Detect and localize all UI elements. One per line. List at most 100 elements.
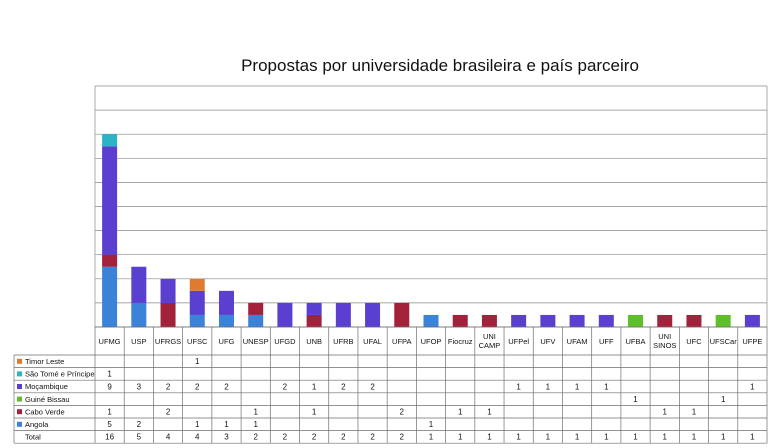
table-value: 5 (137, 433, 142, 442)
table-value: 2 (283, 433, 288, 442)
category-label: UNB (306, 337, 322, 346)
table-value: 1 (633, 395, 638, 404)
category-label: UFAM (567, 337, 588, 346)
category-label: UFPel (508, 337, 529, 346)
table-value: 1 (429, 433, 434, 442)
table-value: 3 (137, 382, 142, 391)
table-value: 2 (253, 433, 258, 442)
category-label: UFF (599, 337, 614, 346)
table-value: 1 (750, 382, 755, 391)
category-label: UFG (219, 337, 235, 346)
table-value: 1 (107, 408, 112, 417)
table-value: 1 (575, 382, 580, 391)
legend-swatch (17, 396, 22, 402)
table-value: 4 (166, 433, 171, 442)
table-value: 2 (341, 382, 346, 391)
bar-segment-ufsc-timor-leste (189, 278, 205, 291)
table-value: 2 (312, 433, 317, 442)
category-label: UFRB (333, 337, 353, 346)
legend-label: Timor Leste (25, 357, 64, 366)
category-label: SINOS (653, 341, 676, 350)
bar-segment-ufmg-mo-ambique (102, 146, 118, 255)
category-label: UFOP (421, 337, 442, 346)
category-label: UFRGS (155, 337, 181, 346)
legend-label: Angola (25, 420, 49, 429)
bar-segment-unesp-cabo-verde (248, 302, 264, 315)
bar-segment-ufpe-mo-ambique (744, 314, 760, 327)
table-value: 1 (195, 420, 200, 429)
table-value: 1 (546, 382, 551, 391)
table-value: 1 (458, 408, 463, 417)
bars (102, 134, 760, 327)
table-value: 1 (312, 382, 317, 391)
bar-segment-uni-camp-cabo-verde (481, 314, 497, 327)
legend-swatch (17, 421, 22, 427)
bar-segment-ufscar-guin-bissau (715, 314, 731, 327)
table-value: 1 (429, 420, 434, 429)
bar-segment-ufg-mo-ambique (218, 290, 234, 315)
category-label: Fiocruz (448, 337, 473, 346)
legend-label: Guiné Bissau (25, 395, 70, 404)
table-value: 3 (224, 433, 229, 442)
table-value: 2 (166, 408, 171, 417)
bar-segment-ufba-guin-bissau (628, 314, 644, 327)
table-value: 1 (663, 408, 668, 417)
chart-title: Propostas por universidade brasileira e … (241, 56, 639, 75)
bar-segment-ufop-angola (423, 314, 439, 327)
bar-segment-ufrgs-mo-ambique (160, 278, 176, 303)
table-value: 2 (370, 433, 375, 442)
category-label: UFAL (363, 337, 382, 346)
table-value: 1 (663, 433, 668, 442)
bar-segment-ufsc-mo-ambique (189, 290, 205, 315)
table-value: 2 (195, 382, 200, 391)
table-value: 1 (721, 395, 726, 404)
bar-segment-ufg-angola (218, 314, 234, 327)
bar-segment-ufgd-mo-ambique (277, 302, 293, 327)
category-label: UFPE (742, 337, 762, 346)
bar-segment-ufrb-mo-ambique (335, 302, 351, 327)
table-value: 2 (400, 433, 405, 442)
bar-segment-ufmg-cabo-verde (102, 254, 118, 267)
legend-label: São Tomé e Príncipe (25, 370, 95, 379)
legend-swatch (17, 409, 22, 415)
table-value: 9 (107, 382, 112, 391)
category-label: UFSCar (710, 337, 738, 346)
table-value: 1 (253, 408, 258, 417)
bar-segment-unb-cabo-verde (306, 314, 322, 327)
table-value: 1 (575, 433, 580, 442)
legend-swatch (17, 371, 22, 377)
table-value: 2 (224, 382, 229, 391)
bar-segment-ufpel-mo-ambique (511, 314, 527, 327)
table-value: 1 (487, 433, 492, 442)
data-table: UFMG USP UFRGS UFSC UFG UNESP UFGD UNB UFRB UFAL U… (13, 326, 768, 444)
table-value: 1 (312, 408, 317, 417)
bar-segment-ufmg-angola (102, 266, 118, 327)
table-value: 2 (400, 408, 405, 417)
table-value: 4 (195, 433, 200, 442)
bar-segment-ufmg-s-o-tom-e-pr-ncipe (102, 134, 118, 147)
category-label: UFPA (392, 337, 411, 346)
table-value: 1 (633, 433, 638, 442)
category-label: UNI (483, 332, 496, 341)
category-label: UNESP (243, 337, 269, 346)
table-value: 1 (604, 382, 609, 391)
table-value: 1 (458, 433, 463, 442)
bar-segment-ufal-mo-ambique (365, 302, 381, 327)
table-value: 1 (692, 433, 697, 442)
table-value: 1 (107, 370, 112, 379)
category-label: UFSC (187, 337, 208, 346)
table-value: 2 (166, 382, 171, 391)
bar-segment-ufsc-angola (189, 314, 205, 327)
table-value: 1 (750, 433, 755, 442)
category-label: UNI (658, 332, 671, 341)
table-value: 1 (195, 357, 200, 366)
bar-segment-ufrgs-cabo-verde (160, 302, 176, 327)
category-label: UFBA (626, 337, 646, 346)
table-value: 1 (721, 433, 726, 442)
category-label: UFC (686, 337, 702, 346)
category-label: UFV (540, 337, 555, 346)
bar-segment-unesp-angola (248, 314, 264, 327)
table-value: 1 (224, 420, 229, 429)
bar-segment-fiocruz-cabo-verde (452, 314, 468, 327)
